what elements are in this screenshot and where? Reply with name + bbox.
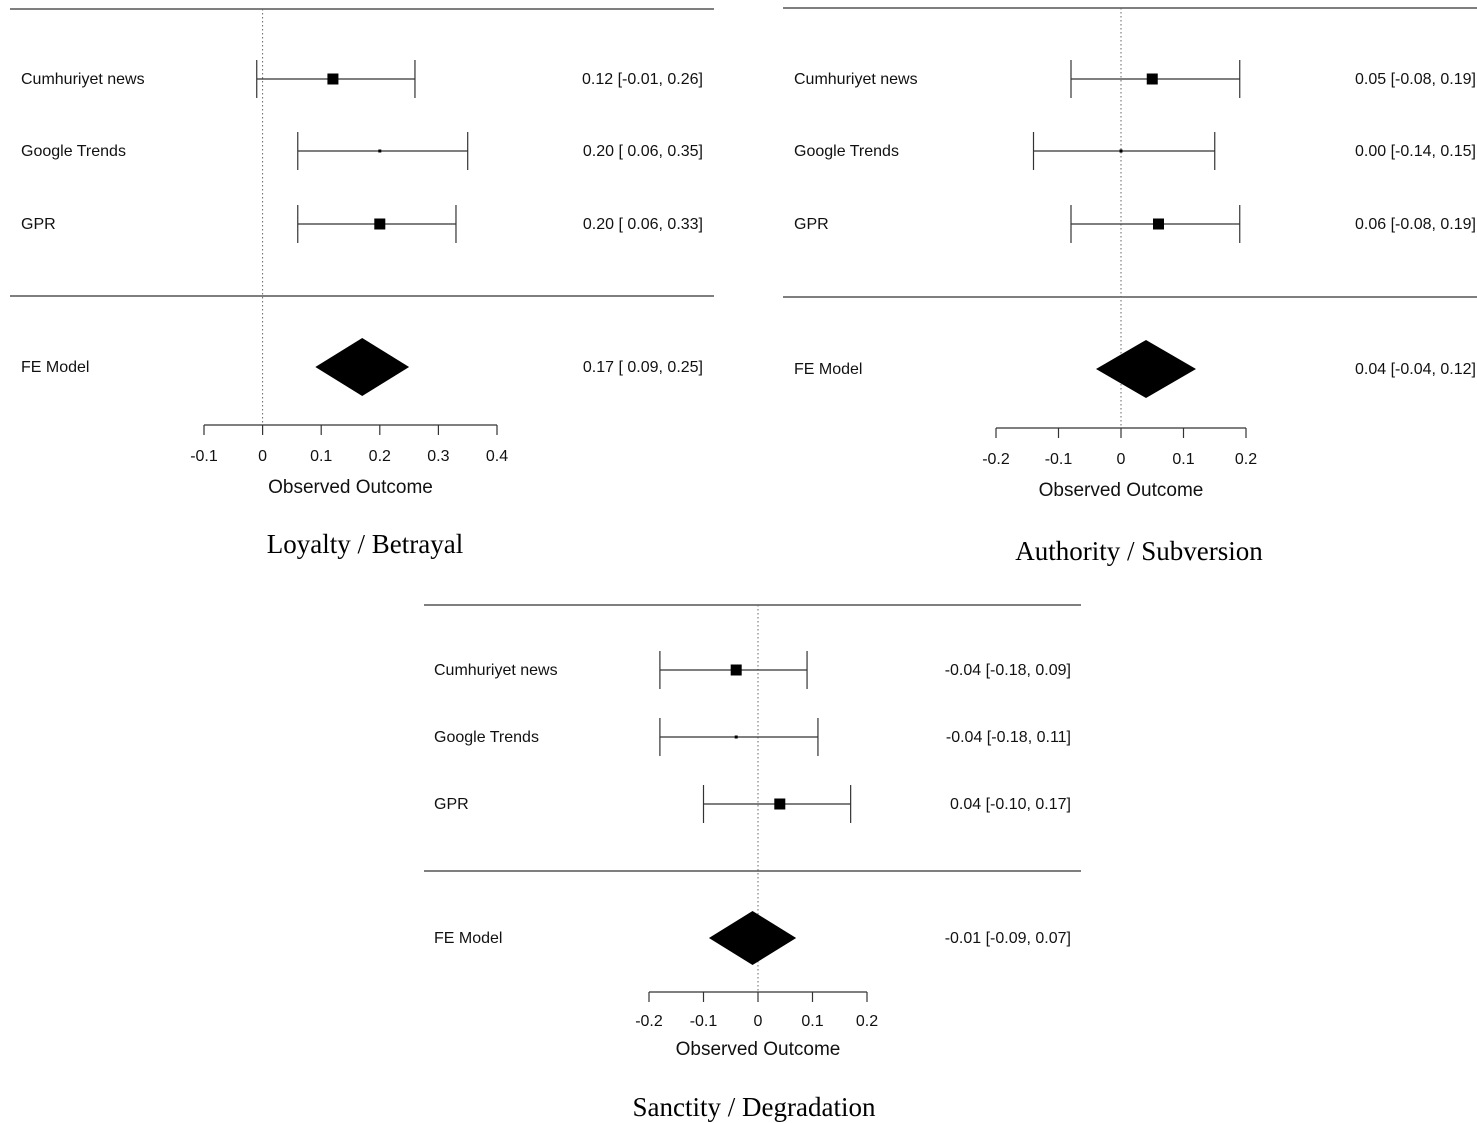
x-tick-label: 0 bbox=[258, 448, 267, 465]
x-tick-label: -0.1 bbox=[690, 1013, 718, 1030]
forest-panel-loyalty-betrayal: Cumhuriyet news 0.12 [-0.01, 0.26] Google … bbox=[10, 8, 714, 559]
summary-ci-text: 0.04 [-0.04, 0.12] bbox=[1355, 361, 1476, 378]
estimate-marker bbox=[774, 798, 786, 810]
study-label: GPR bbox=[21, 216, 56, 233]
summary-row: FE Model 0.17 [ 0.09, 0.25] bbox=[21, 338, 703, 396]
study-label: Google Trends bbox=[21, 143, 126, 160]
study-label: GPR bbox=[794, 216, 829, 233]
study-row-google-trends: Google Trends 0.20 [ 0.06, 0.35] bbox=[21, 132, 703, 170]
estimate-marker bbox=[374, 218, 386, 230]
x-tick-label: 0.1 bbox=[310, 448, 332, 465]
summary-row: FE Model 0.04 [-0.04, 0.12] bbox=[794, 340, 1476, 398]
x-axis-label: Observed Outcome bbox=[676, 1039, 841, 1060]
x-tick-label: -0.2 bbox=[635, 1013, 663, 1030]
ci-text: 0.05 [-0.08, 0.19] bbox=[1355, 71, 1476, 88]
x-tick-label: -0.1 bbox=[190, 448, 218, 465]
ci-text: 0.06 [-0.08, 0.19] bbox=[1355, 216, 1476, 233]
estimate-marker bbox=[1146, 73, 1158, 85]
x-tick-label: -0.1 bbox=[1045, 451, 1073, 468]
summary-label: FE Model bbox=[794, 361, 862, 378]
panel-caption: Authority / Subversion bbox=[1015, 536, 1263, 566]
ci-text: 0.12 [-0.01, 0.26] bbox=[582, 71, 703, 88]
ci-text: -0.04 [-0.18, 0.11] bbox=[946, 729, 1071, 746]
study-label: Cumhuriyet news bbox=[21, 71, 145, 88]
panel-caption: Sanctity / Degradation bbox=[633, 1092, 876, 1122]
panel-caption: Loyalty / Betrayal bbox=[267, 529, 463, 559]
summary-diamond bbox=[1096, 340, 1196, 398]
x-tick-label: -0.2 bbox=[982, 451, 1010, 468]
x-tick-label: 0.1 bbox=[1172, 451, 1194, 468]
x-tick-label: 0.2 bbox=[369, 448, 391, 465]
x-tick-label: 0 bbox=[754, 1013, 763, 1030]
x-tick-label: 0.2 bbox=[1235, 451, 1257, 468]
estimate-marker bbox=[1153, 218, 1164, 230]
study-row-gpr: GPR 0.20 [ 0.06, 0.33] bbox=[21, 205, 703, 243]
study-row-cumhuriyet-news: Cumhuriyet news -0.04 [-0.18, 0.09] bbox=[434, 651, 1071, 689]
x-axis: -0.2 -0.1 0 0.1 0.2 Observed Outcome bbox=[635, 991, 878, 1060]
forest-panel-authority-subversion: Cumhuriyet news 0.05 [-0.08, 0.19] Google … bbox=[783, 7, 1477, 566]
x-tick-label: 0.2 bbox=[856, 1013, 878, 1030]
study-row-cumhuriyet-news: Cumhuriyet news 0.12 [-0.01, 0.26] bbox=[21, 60, 703, 98]
x-axis: -0.2 -0.1 0 0.1 0.2 Observed Outcome bbox=[982, 427, 1257, 501]
study-row-gpr: GPR 0.06 [-0.08, 0.19] bbox=[794, 205, 1476, 243]
study-label: Google Trends bbox=[434, 729, 539, 746]
study-label: GPR bbox=[434, 796, 469, 813]
study-row-google-trends: Google Trends -0.04 [-0.18, 0.11] bbox=[434, 718, 1071, 756]
x-tick-label: 0 bbox=[1117, 451, 1126, 468]
forest-panel-sanctity-degradation: Cumhuriyet news -0.04 [-0.18, 0.09] Google… bbox=[424, 604, 1081, 1122]
summary-label: FE Model bbox=[434, 930, 502, 947]
summary-diamond bbox=[708, 911, 797, 965]
study-label: Cumhuriyet news bbox=[794, 71, 918, 88]
ci-text: -0.04 [-0.18, 0.09] bbox=[945, 662, 1071, 679]
estimate-marker bbox=[730, 664, 742, 676]
study-label: Google Trends bbox=[794, 143, 899, 160]
x-axis: -0.1 0 0.1 0.2 0.3 0.4 Observed Outcome bbox=[190, 424, 508, 498]
ci-text: 0.20 [ 0.06, 0.33] bbox=[583, 216, 703, 233]
estimate-marker bbox=[378, 149, 382, 153]
summary-ci-text: -0.01 [-0.09, 0.07] bbox=[945, 930, 1071, 947]
x-tick-label: 0.1 bbox=[801, 1013, 823, 1030]
ci-text: 0.20 [ 0.06, 0.35] bbox=[583, 143, 703, 160]
x-tick-label: 0.4 bbox=[486, 448, 508, 465]
summary-label: FE Model bbox=[21, 359, 89, 376]
ci-text: 0.00 [-0.14, 0.15] bbox=[1355, 143, 1476, 160]
summary-row: FE Model -0.01 [-0.09, 0.07] bbox=[434, 911, 1071, 965]
study-row-cumhuriyet-news: Cumhuriyet news 0.05 [-0.08, 0.19] bbox=[794, 60, 1476, 98]
ci-text: 0.04 [-0.10, 0.17] bbox=[950, 796, 1071, 813]
study-label: Cumhuriyet news bbox=[434, 662, 558, 679]
estimate-marker bbox=[327, 73, 339, 85]
estimate-marker bbox=[1119, 149, 1123, 153]
x-axis-label: Observed Outcome bbox=[1039, 480, 1204, 501]
summary-diamond bbox=[315, 338, 410, 396]
x-axis-label: Observed Outcome bbox=[268, 477, 433, 498]
summary-ci-text: 0.17 [ 0.09, 0.25] bbox=[583, 359, 703, 376]
x-tick-label: 0.3 bbox=[427, 448, 449, 465]
study-row-gpr: GPR 0.04 [-0.10, 0.17] bbox=[434, 785, 1071, 823]
estimate-marker bbox=[734, 735, 738, 739]
study-row-google-trends: Google Trends 0.00 [-0.14, 0.15] bbox=[794, 132, 1476, 170]
